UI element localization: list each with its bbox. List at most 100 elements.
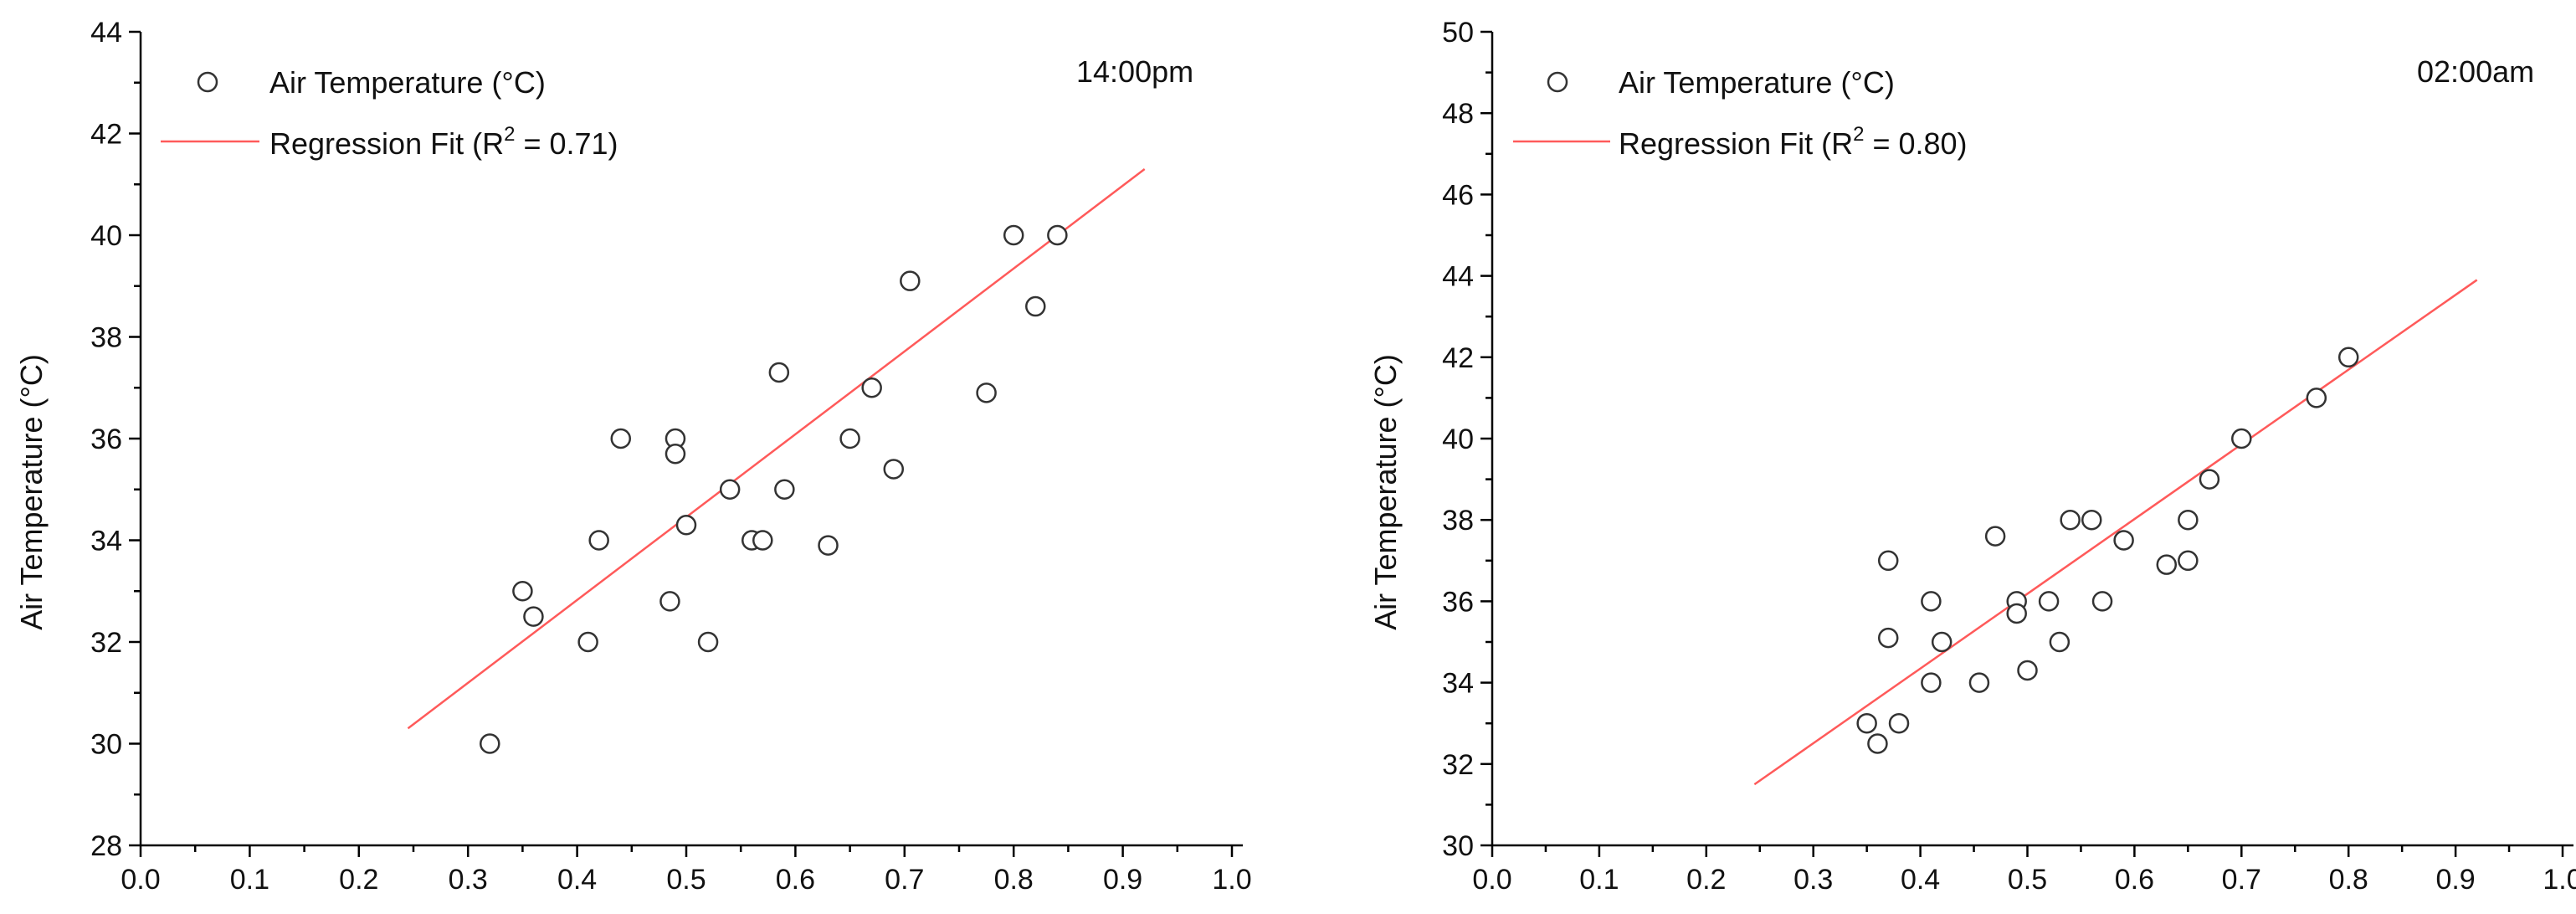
y-tick-label: 40 [90,220,122,252]
y-tick-label: 48 [1442,98,1474,130]
data-point [839,428,860,449]
data-point [2199,469,2220,490]
y-tick-label: 42 [90,119,122,151]
y-tick-label: 50 [1442,17,1474,49]
x-tick-label: 0.7 [885,864,924,896]
x-tick-label: 0.0 [121,864,160,896]
y-tick-label: 32 [90,627,122,659]
data-point [2178,509,2199,531]
data-point [1931,631,1953,653]
data-point [512,581,533,602]
x-tick-label: 0.9 [2435,864,2475,896]
data-point [900,270,921,291]
y-tick-label: 30 [1442,830,1474,862]
data-point [1984,526,2006,547]
time-label: 14:00pm [1076,54,1193,89]
data-point [588,530,609,551]
data-point [1877,550,1899,572]
data-point [2017,660,2038,681]
data-point [2049,631,2071,653]
data-point [523,606,544,627]
x-tick-label: 0.8 [2329,864,2368,896]
legend-label-points: Air Temperature (°C) [1619,65,1895,100]
data-point [2337,347,2359,368]
regression-fit-line [407,168,1146,730]
x-tick-label: 0.1 [230,864,269,896]
chart-panel-0200: 0.0 0.1 0.2 0.3 0.4 0.5 0.6 0.7 0.8 0.9 1.0 30 32 34… [1368,17,2576,896]
y-axis-title: Air Temperature (°C) [14,354,49,630]
data-point [883,459,905,480]
y-tick-label: 40 [1442,424,1474,455]
data-point [2156,554,2178,575]
data-point [976,383,997,403]
data-point [1921,591,1942,612]
x-tick-label: 1.0 [2543,864,2576,896]
x-tick-label: 0.0 [1472,864,1511,896]
data-point [2038,591,2060,612]
time-label: 02:00am [2417,54,2534,89]
data-point [697,631,719,653]
data-point [1003,224,1024,246]
panel-1400-x-ticks: 0.0 0.1 0.2 0.3 0.4 0.5 0.6 0.7 0.8 0.9 1.0 [121,845,1252,896]
data-point [2306,388,2327,408]
y-tick-label: 28 [90,830,122,862]
data-point [610,428,632,449]
data-point [2091,591,2113,612]
data-point [1877,627,1899,649]
y-tick-label: 34 [90,526,122,557]
data-point [719,479,741,500]
y-tick-label: 42 [1442,342,1474,374]
x-tick-label: 1.0 [1212,864,1251,896]
legend-label-fit: Regression Fit (R2 = 0.71) [269,123,618,161]
y-tick-label: 38 [1442,505,1474,537]
x-tick-label: 0.5 [666,864,706,896]
data-point [577,631,598,653]
y-tick-label: 36 [1442,586,1474,618]
y-tick-label: 30 [90,729,122,761]
x-tick-label: 0.6 [776,864,815,896]
legend-marker-points [197,71,218,93]
x-tick-label: 0.6 [2115,864,2154,896]
data-point [2231,428,2252,449]
data-point [1047,224,1068,246]
y-tick-label: 44 [1442,261,1474,293]
panel-1400-y-ticks: 28 30 32 34 36 38 40 42 44 [90,17,141,862]
data-point [2006,603,2027,624]
x-tick-label: 0.3 [1793,864,1833,896]
x-tick-label: 0.9 [1103,864,1142,896]
data-point [665,443,686,465]
y-tick-label: 34 [1442,668,1474,700]
data-point [1968,672,1990,693]
data-point [675,515,697,536]
data-point [818,535,839,556]
panel-1400-marks [407,168,1146,754]
data-point [1856,712,1877,734]
x-tick-label: 0.7 [2222,864,2261,896]
x-tick-label: 0.2 [1686,864,1726,896]
data-point [480,733,500,754]
x-tick-label: 0.1 [1579,864,1619,896]
y-tick-label: 44 [90,17,122,49]
legend-label-points: Air Temperature (°C) [269,65,546,100]
data-point [768,362,790,383]
panel-0200-y-ticks: 30 32 34 36 38 40 42 44 46 48 50 [1442,17,1492,862]
panel-0200-x-ticks: 0.0 0.1 0.2 0.3 0.4 0.5 0.6 0.7 0.8 0.9 1.0 [1472,845,2576,896]
data-point [1867,733,1888,754]
x-tick-label: 0.4 [1901,864,1940,896]
data-point [752,530,773,551]
panel-0200-marks [1753,279,2478,786]
data-point [774,479,795,500]
y-tick-label: 38 [90,322,122,354]
data-point [1921,672,1942,693]
data-point [659,591,680,612]
x-tick-label: 0.8 [994,864,1034,896]
x-tick-label: 0.3 [449,864,488,896]
data-point [2178,550,2199,572]
y-tick-label: 32 [1442,749,1474,781]
data-point [2081,509,2102,531]
chart-panel-1400: 0.0 0.1 0.2 0.3 0.4 0.5 0.6 0.7 0.8 0.9 1.0 28 30 32… [14,17,1252,896]
legend-label-fit: Regression Fit (R2 = 0.80) [1619,123,1968,161]
data-point [1025,295,1046,317]
x-tick-label: 0.5 [2008,864,2047,896]
